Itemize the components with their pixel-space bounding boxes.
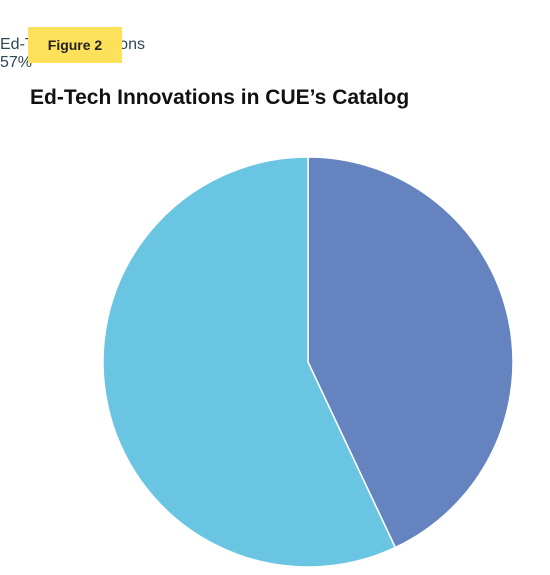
- chart-title: Ed-Tech Innovations in CUE’s Catalog: [30, 86, 410, 109]
- pie-slice: [102, 156, 397, 568]
- pie-slice: [307, 156, 514, 549]
- figure-label: Figure 2: [28, 27, 122, 63]
- slice-label: Non-Tech Innovations 43%: [0, 0, 550, 36]
- slice-value-label: 43%: [0, 18, 33, 35]
- slice-category: Non-Tech Innovations: [0, 0, 155, 17]
- slice-value-label: 57%: [0, 54, 33, 71]
